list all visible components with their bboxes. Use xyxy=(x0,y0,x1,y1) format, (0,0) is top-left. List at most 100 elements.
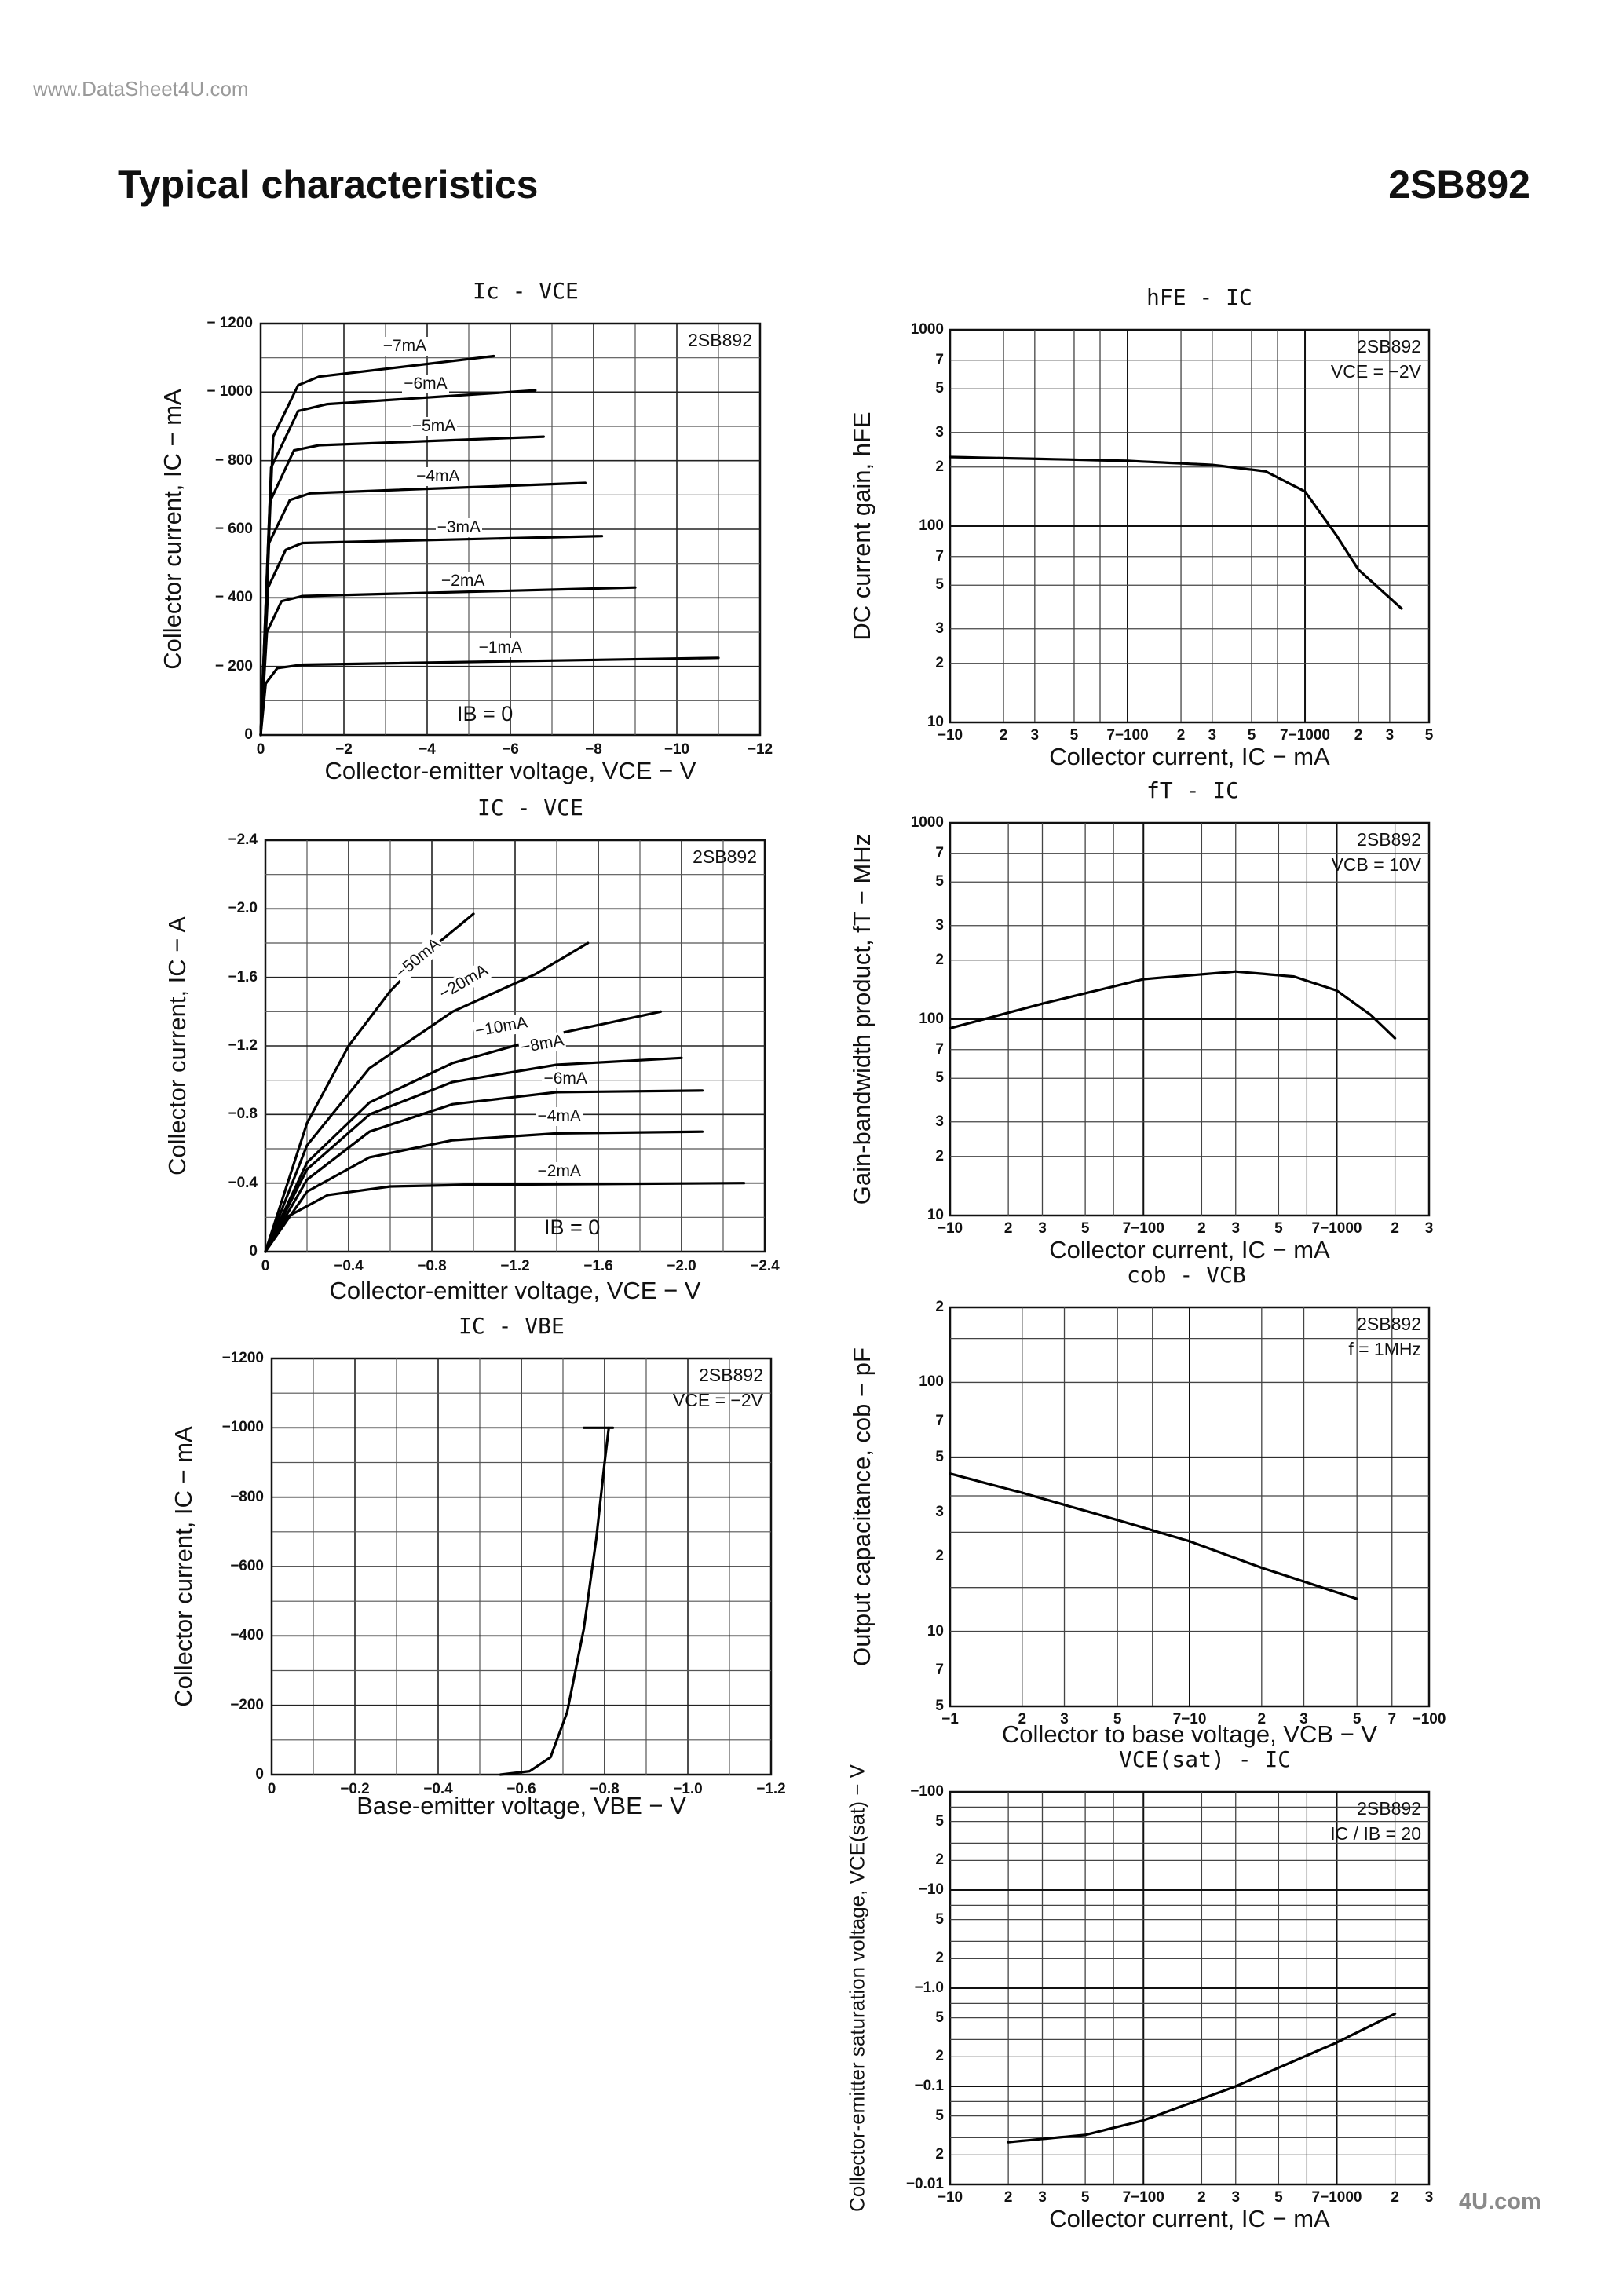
data-curve xyxy=(264,941,590,1253)
y-axis-label: Collector current, IC − mA xyxy=(170,1426,197,1707)
y-axis-label: Collector current, IC − A xyxy=(163,916,191,1175)
y-tick-label: 5 xyxy=(935,380,944,397)
y-tick-label: 0 xyxy=(255,1766,264,1782)
y-tick-label: 5 xyxy=(935,2107,944,2124)
x-tick-label: 5 xyxy=(1352,1711,1362,1727)
data-curve xyxy=(949,970,1397,1040)
data-curve xyxy=(949,1472,1358,1600)
condition-label: IC / IB = 20 xyxy=(1330,1823,1421,1844)
y-axis-label: Gain-bandwidth product, fT − MHz xyxy=(848,833,875,1205)
data-curve xyxy=(499,1426,610,1776)
chart-title: fT - IC xyxy=(1146,777,1240,803)
y-tick-label: 5 xyxy=(935,1812,944,1830)
y-axis-label: Output capacitance, cob − pF xyxy=(848,1347,875,1666)
y-tick-label: 5 xyxy=(935,1069,944,1087)
x-tick-label: 2 xyxy=(1257,1711,1267,1727)
x-tick-label: −2.0 xyxy=(667,1258,696,1274)
x-tick-label: −1 xyxy=(941,1711,959,1727)
part-label: 2SB892 xyxy=(699,1365,763,1385)
y-tick-label: 3 xyxy=(935,423,944,441)
x-tick-label: −0.2 xyxy=(340,1781,370,1797)
y-tick-label: −100 xyxy=(910,1783,944,1800)
y-tick-label: 2 xyxy=(935,654,944,671)
x-axis-label: Collector current, IC − mA xyxy=(1049,1236,1330,1263)
y-tick-label: 10 xyxy=(927,714,944,730)
x-tick-label: 0 xyxy=(267,1781,276,1797)
y-tick-label: 1000 xyxy=(910,321,944,338)
x-tick-label: 2 xyxy=(1003,1220,1013,1237)
x-tick-label: 3 xyxy=(1038,1220,1047,1237)
y-tick-label: 5 xyxy=(935,1448,944,1465)
data-curve xyxy=(259,354,495,737)
y-tick-label: 7 xyxy=(935,844,944,861)
x-tick-label: 0 xyxy=(261,1258,270,1274)
chart-title: IC - VCE xyxy=(477,795,583,821)
curve-label: −5mA xyxy=(410,417,458,437)
x-tick-label: 3 xyxy=(1299,1711,1308,1727)
x-tick-label: 5 xyxy=(1080,1220,1090,1237)
x-tick-label: 5 xyxy=(1113,1711,1122,1727)
x-tick-label: 7−1000 xyxy=(1311,1220,1362,1237)
y-tick-label: 5 xyxy=(935,1698,944,1714)
x-tick-label: 3 xyxy=(1208,727,1217,744)
y-tick-label: −0.01 xyxy=(905,2176,944,2192)
y-tick-label: 5 xyxy=(935,576,944,594)
x-tick-label: −0.4 xyxy=(423,1781,453,1797)
data-curve xyxy=(949,455,1403,610)
y-tick-label: 2 xyxy=(935,1548,944,1565)
x-axis-label: Base-emitter voltage, VBE − V xyxy=(356,1792,686,1819)
x-tick-label: 2 xyxy=(1391,1220,1399,1237)
x-tick-label: 2 xyxy=(1018,1711,1027,1727)
x-tick-label: 3 xyxy=(1030,727,1040,744)
watermark-text: www.DataSheet4U.com xyxy=(33,77,249,101)
chart-plot xyxy=(259,322,762,737)
y-tick-label: −1200 xyxy=(221,1350,264,1366)
y-tick-label: −400 xyxy=(230,1627,264,1644)
curve-label: −6mA xyxy=(402,374,449,393)
y-tick-label: 7 xyxy=(935,1661,944,1678)
chart-plot xyxy=(264,839,766,1253)
y-tick-label: −0.4 xyxy=(228,1174,258,1191)
x-axis-label: Collector-emitter voltage, VCE − V xyxy=(324,757,696,784)
chart-hfe-ic: hFE - IC 2SB892 VCE = −2V Collector curr… xyxy=(848,284,1433,770)
y-tick-label: 0 xyxy=(244,726,253,743)
curve-label: −6mA xyxy=(542,1069,589,1088)
ib-zero-label: IB = 0 xyxy=(457,702,514,726)
y-tick-label: 7 xyxy=(935,1412,944,1429)
x-tick-label: −1.2 xyxy=(756,1781,786,1797)
chart-plot xyxy=(949,328,1431,724)
data-curve xyxy=(259,656,720,737)
x-axis-label: Collector to base voltage, VCB − V xyxy=(1001,1720,1378,1748)
y-axis-label: DC current gain, hFE xyxy=(848,411,875,641)
part-label: 2SB892 xyxy=(1357,829,1421,850)
curve-label: −7mA xyxy=(381,336,429,356)
y-tick-label: −1.6 xyxy=(228,968,258,985)
x-tick-label: 2 xyxy=(1003,2189,1013,2206)
x-axis-label: Collector-emitter voltage, VCE − V xyxy=(329,1277,701,1304)
x-tick-label: 2 xyxy=(1197,2189,1206,2206)
data-curve xyxy=(264,1130,704,1253)
y-axis-label: Collector current, IC − mA xyxy=(159,389,186,670)
x-tick-label: −12 xyxy=(747,741,773,758)
chart-title: VCE(sat) - IC xyxy=(1119,1746,1292,1772)
x-tick-label: −4 xyxy=(419,741,436,758)
y-tick-label: −1000 xyxy=(221,1419,264,1436)
x-tick-label: 5 xyxy=(1274,1220,1283,1237)
x-tick-label: 7−1000 xyxy=(1280,727,1330,744)
data-curve xyxy=(264,1010,663,1253)
chart-ic-vce-ma: Ic - VCE 2SB892 IB = 0 Collector-emitter… xyxy=(159,278,773,784)
y-tick-label: −2.4 xyxy=(228,832,258,848)
data-curve xyxy=(264,1089,704,1253)
curve-label: −1mA xyxy=(477,638,525,657)
chart-vcesat-ic: VCE(sat) - IC 2SB892 IC / IB = 20 Collec… xyxy=(846,1746,1434,2232)
curve-label: −3mA xyxy=(435,518,483,537)
x-tick-label: 7−100 xyxy=(1106,727,1149,744)
chart-title: Ic - VCE xyxy=(473,278,579,304)
y-tick-label: 7 xyxy=(935,351,944,368)
y-tick-label: −0.1 xyxy=(914,2078,944,2094)
x-tick-label: 5 xyxy=(1247,727,1256,744)
y-tick-label: 100 xyxy=(919,517,944,534)
y-tick-label: − 800 xyxy=(214,452,253,469)
y-tick-label: − 600 xyxy=(214,521,253,537)
x-tick-label: −2 xyxy=(335,741,353,758)
